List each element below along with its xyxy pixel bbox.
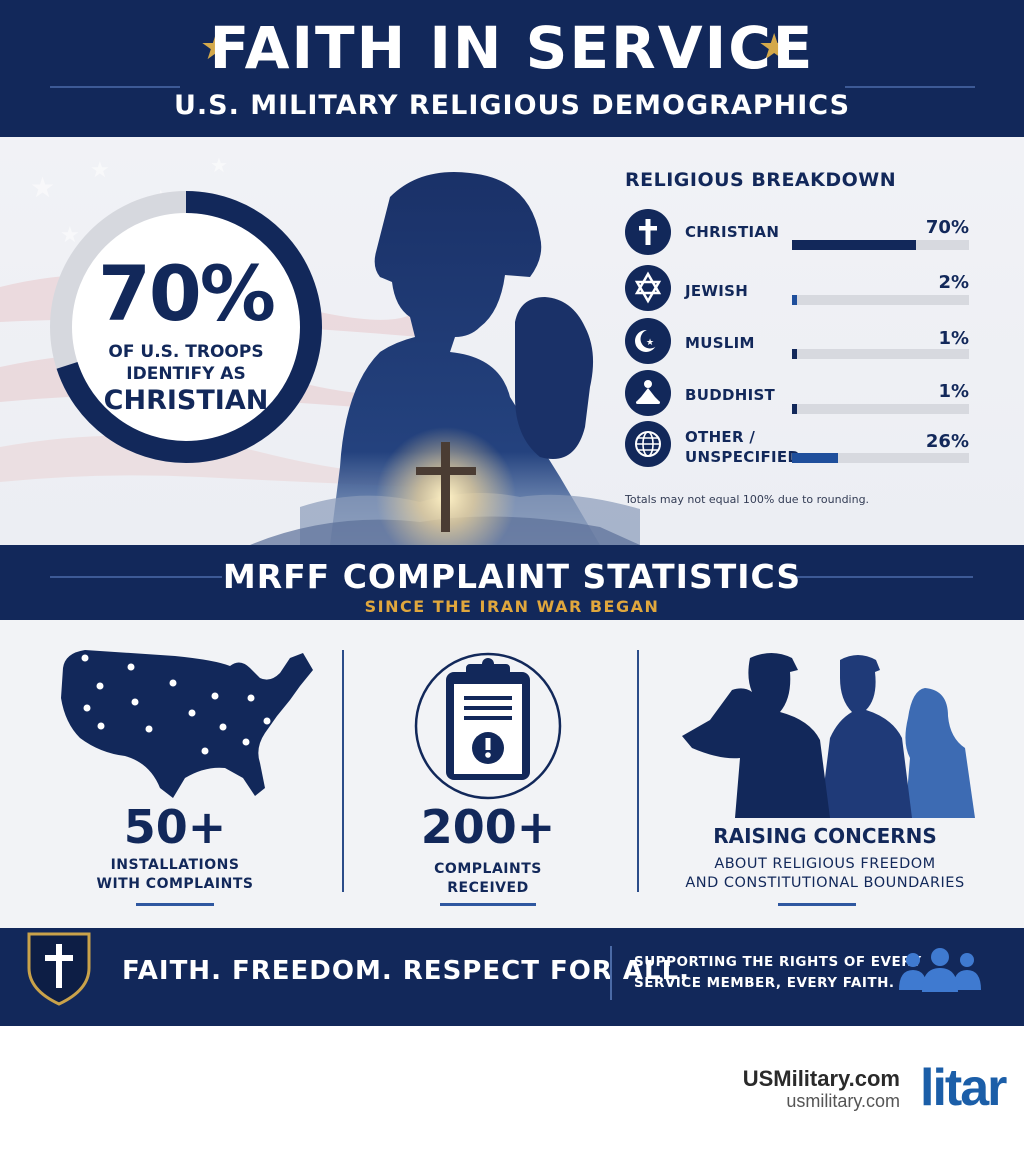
- rounding-note: Totals may not equal 100% due to roundin…: [625, 493, 870, 506]
- brand-logo: litar: [920, 1059, 1007, 1117]
- religion-bar-track: [792, 295, 969, 305]
- religion-bar-track: [792, 240, 969, 250]
- concerns-line: ABOUT RELIGIOUS FREEDOM: [714, 856, 936, 872]
- concerns-line: AND CONSTITUTIONAL BOUNDARIES: [685, 875, 965, 891]
- praying-soldier-illustration: [250, 172, 640, 545]
- stat-underline: [778, 903, 856, 906]
- religion-label: OTHER /: [685, 428, 756, 446]
- shield-cross-icon: [27, 932, 91, 1006]
- service-members-icon: [682, 653, 975, 818]
- complaints-label: COMPLAINTS: [434, 861, 542, 877]
- religion-label: MUSLIM: [685, 334, 755, 352]
- page-title: FAITH IN SERVICE: [209, 14, 815, 82]
- complaint-stats-subtitle: SINCE THE IRAN WAR BEGAN: [364, 597, 660, 616]
- hero-stat-line: IDENTIFY AS: [126, 364, 246, 384]
- religion-label-line2: UNSPECIFIED: [685, 448, 801, 466]
- religion-percent: 1%: [938, 381, 969, 402]
- stat-divider: [637, 650, 639, 892]
- religion-bar-fill: [792, 453, 838, 463]
- support-line: SERVICE MEMBER, EVERY FAITH.: [634, 975, 895, 991]
- us-map-icon: [61, 650, 313, 798]
- stat-underline: [440, 903, 536, 906]
- crescent-icon: ★: [625, 318, 671, 364]
- religion-row-christian: CHRISTIAN 70%: [625, 209, 975, 257]
- religion-bar-fill: [792, 349, 797, 359]
- meditating-figure-icon: [625, 370, 671, 416]
- people-group-icon: [899, 948, 981, 992]
- header-rule-left: [50, 86, 180, 88]
- religion-bar-fill: [792, 404, 797, 414]
- footer-banner: FAITH. FREEDOM. RESPECT FOR ALL. SUPPORT…: [0, 928, 1024, 1026]
- religion-row-buddhist: BUDDHIST 1%: [625, 370, 975, 418]
- hero-stat: 70% OF U.S. TROOPS IDENTIFY AS CHRISTIAN: [46, 187, 326, 467]
- religion-row-muslim: ★ MUSLIM 1%: [625, 318, 975, 366]
- hero-stat-value: 70%: [98, 249, 276, 338]
- concerns-title: RAISING CONCERNS: [713, 824, 937, 848]
- page-subtitle: U.S. MILITARY RELIGIOUS DEMOGRAPHICS: [173, 90, 851, 121]
- installations-label: WITH COMPLAINTS: [96, 876, 254, 892]
- star-icon: ★: [758, 27, 791, 68]
- svg-text:★: ★: [90, 158, 110, 183]
- religion-row-jewish: JEWISH 2%: [625, 265, 975, 313]
- christian-share-ring: [50, 191, 322, 463]
- religion-percent: 70%: [925, 217, 969, 238]
- religion-label: CHRISTIAN: [685, 223, 780, 241]
- header-rule-right: [845, 86, 975, 88]
- religion-label: BUDDHIST: [685, 386, 776, 404]
- complaint-stats-section: 50+ INSTALLATIONS WITH COMPLAINTS 200+ C…: [0, 620, 1024, 928]
- hero-stat-emphasis: CHRISTIAN: [103, 385, 269, 416]
- breakdown-title: RELIGIOUS BREAKDOWN: [625, 169, 897, 191]
- hero-stat-line: OF U.S. TROOPS: [108, 342, 264, 362]
- svg-text:★: ★: [60, 223, 80, 248]
- religion-bar-track: [792, 349, 969, 359]
- religion-row-other: OTHER / UNSPECIFIED 26%: [625, 421, 975, 469]
- footer-divider: [610, 946, 612, 1000]
- installations-label: INSTALLATIONS: [110, 857, 240, 873]
- banner-rule-right: [790, 576, 973, 578]
- religion-bar-fill: [792, 240, 916, 250]
- svg-text:★: ★: [646, 338, 654, 348]
- stat-divider: [342, 650, 344, 892]
- demographics-panel: ★ ★ ★ ★ ★: [0, 137, 1024, 545]
- religion-bar-track: [792, 453, 969, 463]
- brand-url: usmilitary.com: [786, 1091, 900, 1111]
- star-icon: ★: [200, 27, 233, 68]
- complaints-label: RECEIVED: [447, 880, 529, 896]
- cross-icon: [625, 209, 671, 255]
- header-banner: ★ ★ FAITH IN SERVICE U.S. MILITARY RELIG…: [0, 0, 1024, 137]
- support-line: SUPPORTING THE RIGHTS OF EVERY: [634, 954, 922, 970]
- complaints-value: 200+: [420, 800, 556, 854]
- installations-value: 50+: [123, 800, 227, 854]
- globe-icon: [625, 421, 671, 467]
- brand-name: USMilitary.com: [742, 1066, 900, 1091]
- svg-text:★: ★: [210, 153, 228, 177]
- complaint-stats-banner: MRFF COMPLAINT STATISTICS SINCE THE IRAN…: [0, 545, 1024, 620]
- religion-bar-fill: [792, 295, 797, 305]
- religion-percent: 2%: [938, 272, 969, 293]
- star-of-david-icon: [625, 265, 671, 311]
- stat-underline: [136, 903, 214, 906]
- complaint-stats-title: MRFF COMPLAINT STATISTICS: [222, 557, 802, 596]
- clipboard-alert-icon: [414, 652, 562, 800]
- footer-tagline: FAITH. FREEDOM. RESPECT FOR ALL.: [122, 956, 691, 986]
- religion-bar-track: [792, 404, 969, 414]
- banner-rule-left: [50, 576, 222, 578]
- svg-text:★: ★: [30, 171, 55, 204]
- religion-percent: 26%: [925, 431, 969, 452]
- religion-label: JEWISH: [685, 282, 749, 300]
- religion-percent: 1%: [938, 328, 969, 349]
